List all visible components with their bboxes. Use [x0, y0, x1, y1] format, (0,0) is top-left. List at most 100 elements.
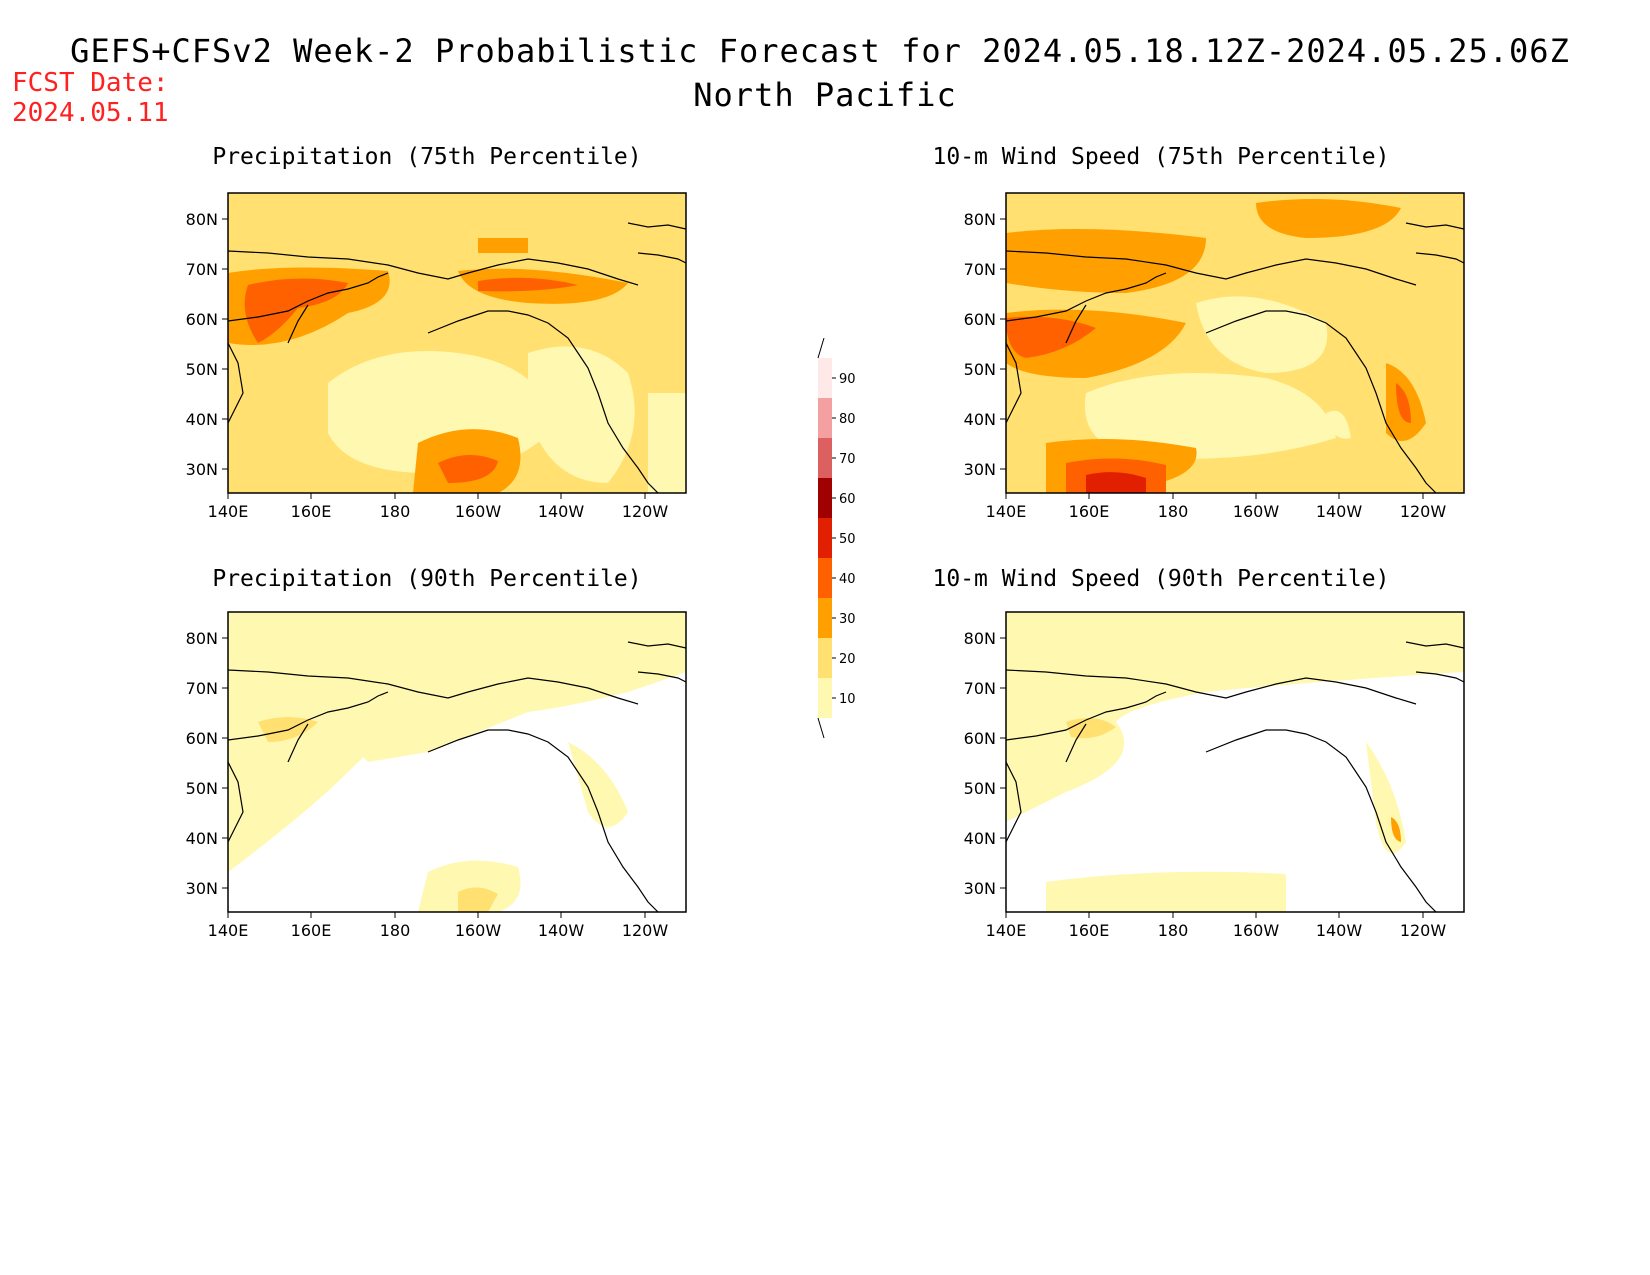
- wind90-frame: [1005, 611, 1465, 913]
- precip90-coastline-6: [637, 671, 686, 683]
- wind90-coastline-4: [1006, 761, 1022, 843]
- colorbar-ends: [817, 337, 825, 739]
- region-subtitle: North Pacific: [693, 76, 957, 114]
- precip90-lon-label-3: 160W: [455, 921, 502, 940]
- colorbar-label-30: 30: [839, 612, 856, 627]
- colorbar-box-60: [818, 478, 832, 518]
- wind75-lat-label-1: 70N: [964, 260, 996, 279]
- wind75-coastline-6: [1415, 252, 1464, 264]
- precip75-lon-label-1: 160E: [291, 502, 332, 521]
- wind75-coastline-1: [1006, 272, 1167, 322]
- wind75-shade-12: [1326, 410, 1351, 439]
- precip90-coastline-0: [228, 669, 639, 705]
- wind75-shade-10: [1396, 383, 1411, 423]
- wind90-lon-label-3: 160W: [1233, 921, 1280, 940]
- precip90-lon-label-0: 140E: [208, 921, 249, 940]
- precip75-coastline-0: [228, 250, 639, 286]
- wind75-lon-label-2: 180: [1158, 502, 1189, 521]
- precip90-shade-1: [228, 612, 686, 762]
- wind75-lat-label-2: 60N: [964, 310, 996, 329]
- fcst-date-label: FCST Date:: [12, 68, 169, 98]
- wind75-lon-label-1: 160E: [1069, 502, 1110, 521]
- precip75-svg: 80N 70N 60N 50N 40N 30N 140E 160E 180 160W 140W 120…: [186, 192, 687, 521]
- wind90-lat-label-3: 50N: [964, 779, 996, 798]
- wind75-coastline-5: [1405, 222, 1464, 230]
- panel-title-wind90: 10-m Wind Speed (90th Percentile): [932, 566, 1390, 592]
- precip90-lat-label-2: 60N: [186, 729, 218, 748]
- wind90-coastline-1: [1006, 691, 1167, 741]
- wind90-lon-label-4: 140W: [1316, 921, 1363, 940]
- precip90-coastline-1: [228, 691, 389, 741]
- wind90-lat-label-1: 70N: [964, 679, 996, 698]
- wind75-lon-label-3: 160W: [1233, 502, 1280, 521]
- colorbar-box-90: [818, 358, 832, 398]
- colorbar-box-50: [818, 518, 832, 558]
- wind90-coastline-6: [1415, 671, 1464, 683]
- precip75-coastline-1: [228, 272, 389, 322]
- wind75-lat-label-3: 50N: [964, 360, 996, 379]
- precip90-lat-label-3: 50N: [186, 779, 218, 798]
- wind75-shade-5: [1256, 199, 1401, 238]
- precip90-svg: 80N 70N 60N 50N 40N 30N 140E 160E 180 160W 140W 120…: [186, 611, 687, 940]
- wind75-shade-11: [1086, 472, 1146, 493]
- precip75-lon-label-4: 140W: [538, 502, 585, 521]
- wind75-coastline-0: [1006, 250, 1417, 286]
- colorbar-label-60: 60: [839, 492, 856, 507]
- colorbar-label-80: 80: [839, 412, 856, 427]
- colorbar: 90 80 70 60 50 40 30 20 10: [812, 337, 872, 748]
- wind75-lat-label-4: 40N: [964, 410, 996, 429]
- colorbar-svg: 90 80 70 60 50 40 30 20 10: [817, 337, 856, 739]
- precip75-lat-label-2: 60N: [186, 310, 218, 329]
- main-title: GEFS+CFSv2 Week-2 Probabilistic Forecast…: [70, 32, 1570, 70]
- colorbar-box-20: [818, 638, 832, 678]
- precip90-shade-3: [568, 742, 628, 827]
- precip75-lon-label-5: 120W: [622, 502, 669, 521]
- precip90-lon-label-1: 160E: [291, 921, 332, 940]
- precip75-lat-label-5: 30N: [186, 460, 218, 479]
- precip90-lat-label-4: 40N: [186, 829, 218, 848]
- precip90-coastline-3: [427, 729, 659, 912]
- wind75-lon-label-4: 140W: [1316, 502, 1363, 521]
- precip75-shade-8: [244, 278, 348, 343]
- colorbar-label-70: 70: [839, 452, 856, 467]
- wind90-lat-label-4: 40N: [964, 829, 996, 848]
- precip75-lat-label-1: 70N: [186, 260, 218, 279]
- precip75-shade-9: [478, 277, 578, 292]
- wind75-shade-2: [1196, 296, 1328, 373]
- precip75-shade-10: [438, 454, 498, 483]
- precip75-lon-label-0: 140E: [208, 502, 249, 521]
- precip75-shade-7: [478, 238, 528, 253]
- wind90-shade-4: [1391, 817, 1401, 842]
- precip75-coastline-4: [228, 342, 244, 424]
- wind75-frame: [1005, 192, 1465, 494]
- precip75-lat-label-0: 80N: [186, 210, 218, 229]
- wind90-coastline-0: [1006, 669, 1417, 705]
- precip90-coastline-5: [627, 641, 686, 649]
- wind90-lon-label-1: 160E: [1069, 921, 1110, 940]
- wind75-shade-1: [1084, 373, 1336, 459]
- map-wind75: 80N 70N 60N 50N 40N 30N 140E 160E 180 160W 140W 120…: [938, 185, 1478, 525]
- precip75-shade-3: [648, 393, 686, 493]
- wind75-lon-label-0: 140E: [986, 502, 1027, 521]
- wind90-lon-label-5: 120W: [1400, 921, 1447, 940]
- wind75-lat-label-0: 80N: [964, 210, 996, 229]
- wind75-coastline-2: [1065, 304, 1087, 344]
- precip90-lon-label-5: 120W: [622, 921, 669, 940]
- precip75-coastline-3: [427, 310, 659, 493]
- wind75-lat-label-5: 30N: [964, 460, 996, 479]
- wind90-svg: 80N 70N 60N 50N 40N 30N 140E 160E 180 160W 140W 120…: [964, 611, 1465, 940]
- precip75-coastline-6: [637, 252, 686, 264]
- panel-title-precip75: Precipitation (75th Percentile): [212, 144, 642, 170]
- colorbar-box-30: [818, 598, 832, 638]
- colorbar-box-80: [818, 398, 832, 438]
- wind90-coastline-2: [1065, 723, 1087, 763]
- colorbar-box-10: [818, 678, 832, 718]
- precip90-lat-label-0: 80N: [186, 629, 218, 648]
- colorbar-box-40: [818, 558, 832, 598]
- colorbar-label-40: 40: [839, 572, 856, 587]
- wind90-shade-1: [1046, 871, 1286, 912]
- wind90-lat-label-0: 80N: [964, 629, 996, 648]
- wind75-coastline-3: [1205, 310, 1437, 493]
- wind90-coastline-5: [1405, 641, 1464, 649]
- wind90-lon-label-0: 140E: [986, 921, 1027, 940]
